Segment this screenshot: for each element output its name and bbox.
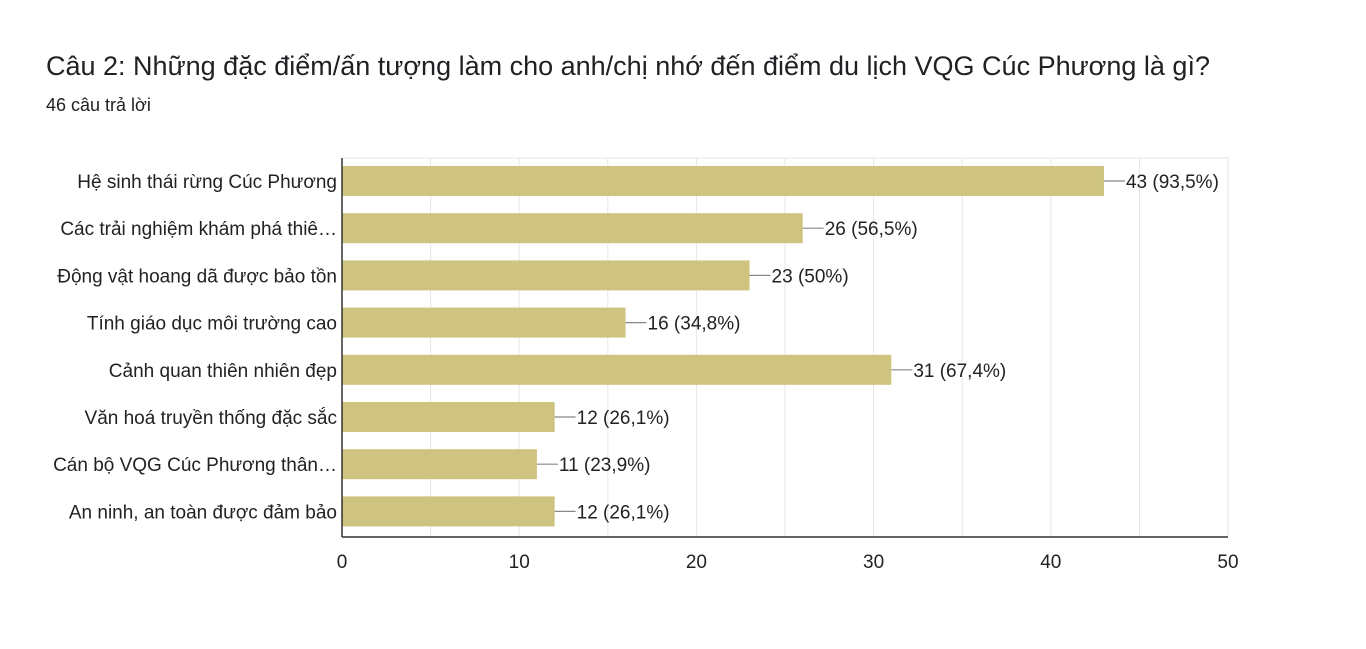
category-label: Tính giáo dục môi trường cao <box>87 314 337 335</box>
category-label: Động vật hoang dã được bảo tồn <box>57 266 337 287</box>
data-label: 31 (67,4%) <box>913 361 1006 382</box>
bar <box>342 213 803 244</box>
x-tick-label: 0 <box>337 552 348 573</box>
bar <box>342 307 626 338</box>
category-label: Cảnh quan thiên nhiên đẹp <box>109 361 337 382</box>
category-label: Văn hoá truyền thống đặc sắc <box>85 407 337 429</box>
axes <box>341 158 1228 538</box>
bar <box>342 354 892 385</box>
category-label: Hệ sinh thái rừng Cúc Phương <box>77 172 337 193</box>
bar <box>342 496 555 527</box>
response-count: 46 câu trả lời <box>46 95 151 115</box>
x-tick-label: 30 <box>863 552 884 573</box>
data-label: 26 (56,5%) <box>825 219 918 240</box>
x-tick-label: 40 <box>1040 552 1061 573</box>
data-label: 43 (93,5%) <box>1126 172 1219 193</box>
bar <box>342 166 1104 196</box>
x-tick-label: 50 <box>1217 552 1238 573</box>
chart-title: Câu 2: Những đặc điểm/ấn tượng làm cho a… <box>46 51 1210 81</box>
category-label: Cán bộ VQG Cúc Phương thân… <box>53 455 337 476</box>
data-label: 11 (23,9%) <box>559 455 651 476</box>
data-label: 16 (34,8%) <box>648 314 741 335</box>
bar <box>342 260 750 291</box>
labels: 43 (93,5%) Hệ sinh thái rừng Cúc Phương 26… <box>53 172 1239 573</box>
x-tick-label: 20 <box>686 552 707 573</box>
data-label: 12 (26,1%) <box>577 408 670 429</box>
bar <box>342 402 555 432</box>
data-label: 12 (26,1%) <box>577 502 670 523</box>
category-label: An ninh, an toàn được đảm bảo <box>69 502 337 523</box>
bar <box>342 449 537 480</box>
bars <box>342 166 1104 527</box>
category-label: Các trải nghiệm khám phá thiê… <box>60 219 337 240</box>
x-tick-label: 10 <box>509 552 530 573</box>
data-label: 23 (50%) <box>772 266 849 287</box>
